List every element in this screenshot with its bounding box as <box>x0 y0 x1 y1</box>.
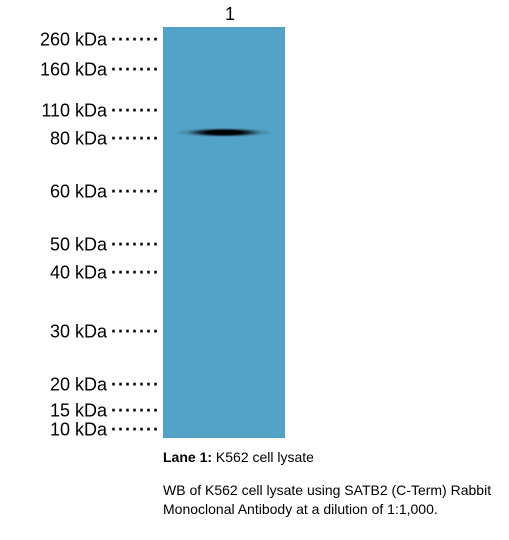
mw-marker: 50 kDa······· <box>50 235 160 256</box>
mw-marker-label: 50 kDa <box>50 235 107 256</box>
mw-marker: 60 kDa······· <box>50 182 160 203</box>
figure-caption: Lane 1: K562 cell lysate WB of K562 cell… <box>163 448 493 519</box>
mw-marker-dots: ······· <box>111 322 160 343</box>
lane-prefix: Lane 1: <box>163 449 212 465</box>
lane-caption: Lane 1: K562 cell lysate <box>163 448 493 467</box>
mw-marker-label: 80 kDa <box>50 129 107 150</box>
mw-marker-dots: ······· <box>111 60 160 81</box>
mw-marker-label: 110 kDa <box>41 101 107 122</box>
mw-marker-dots: ······· <box>111 420 160 441</box>
lane-header: 1 <box>225 4 235 25</box>
mw-marker-dots: ······· <box>111 263 160 284</box>
mw-marker-dots: ······· <box>111 30 160 51</box>
mw-marker-dots: ······· <box>111 129 160 150</box>
mw-marker-label: 15 kDa <box>50 401 107 422</box>
mw-marker-dots: ······· <box>111 375 160 396</box>
mw-marker-label: 10 kDa <box>50 420 107 441</box>
caption-description: WB of K562 cell lysate using SATB2 (C-Te… <box>163 481 493 519</box>
mw-marker: 80 kDa······· <box>50 129 160 150</box>
mw-marker-label: 20 kDa <box>50 375 107 396</box>
mw-marker: 30 kDa······· <box>50 322 160 343</box>
mw-marker-dots: ······· <box>111 235 160 256</box>
mw-marker: 160 kDa······· <box>40 60 160 81</box>
blot-membrane <box>163 27 285 438</box>
mw-marker: 15 kDa······· <box>50 401 160 422</box>
mw-marker-dots: ······· <box>111 182 160 203</box>
mw-marker-dots: ······· <box>111 101 160 122</box>
lane-text: K562 cell lysate <box>212 449 314 465</box>
mw-marker-label: 30 kDa <box>50 322 107 343</box>
mw-marker: 10 kDa······· <box>50 420 160 441</box>
protein-band <box>175 128 273 137</box>
western-blot-figure: 1 260 kDa·······160 kDa·······110 kDa···… <box>0 0 509 540</box>
mw-marker: 20 kDa······· <box>50 375 160 396</box>
mw-marker-dots: ······· <box>111 401 160 422</box>
mw-marker-label: 160 kDa <box>40 60 107 81</box>
mw-marker-label: 40 kDa <box>50 263 107 284</box>
mw-marker: 40 kDa······· <box>50 263 160 284</box>
mw-marker: 260 kDa······· <box>40 30 160 51</box>
mw-marker-label: 60 kDa <box>50 182 107 203</box>
mw-marker-label: 260 kDa <box>40 30 107 51</box>
mw-marker: 110 kDa······· <box>41 101 160 122</box>
